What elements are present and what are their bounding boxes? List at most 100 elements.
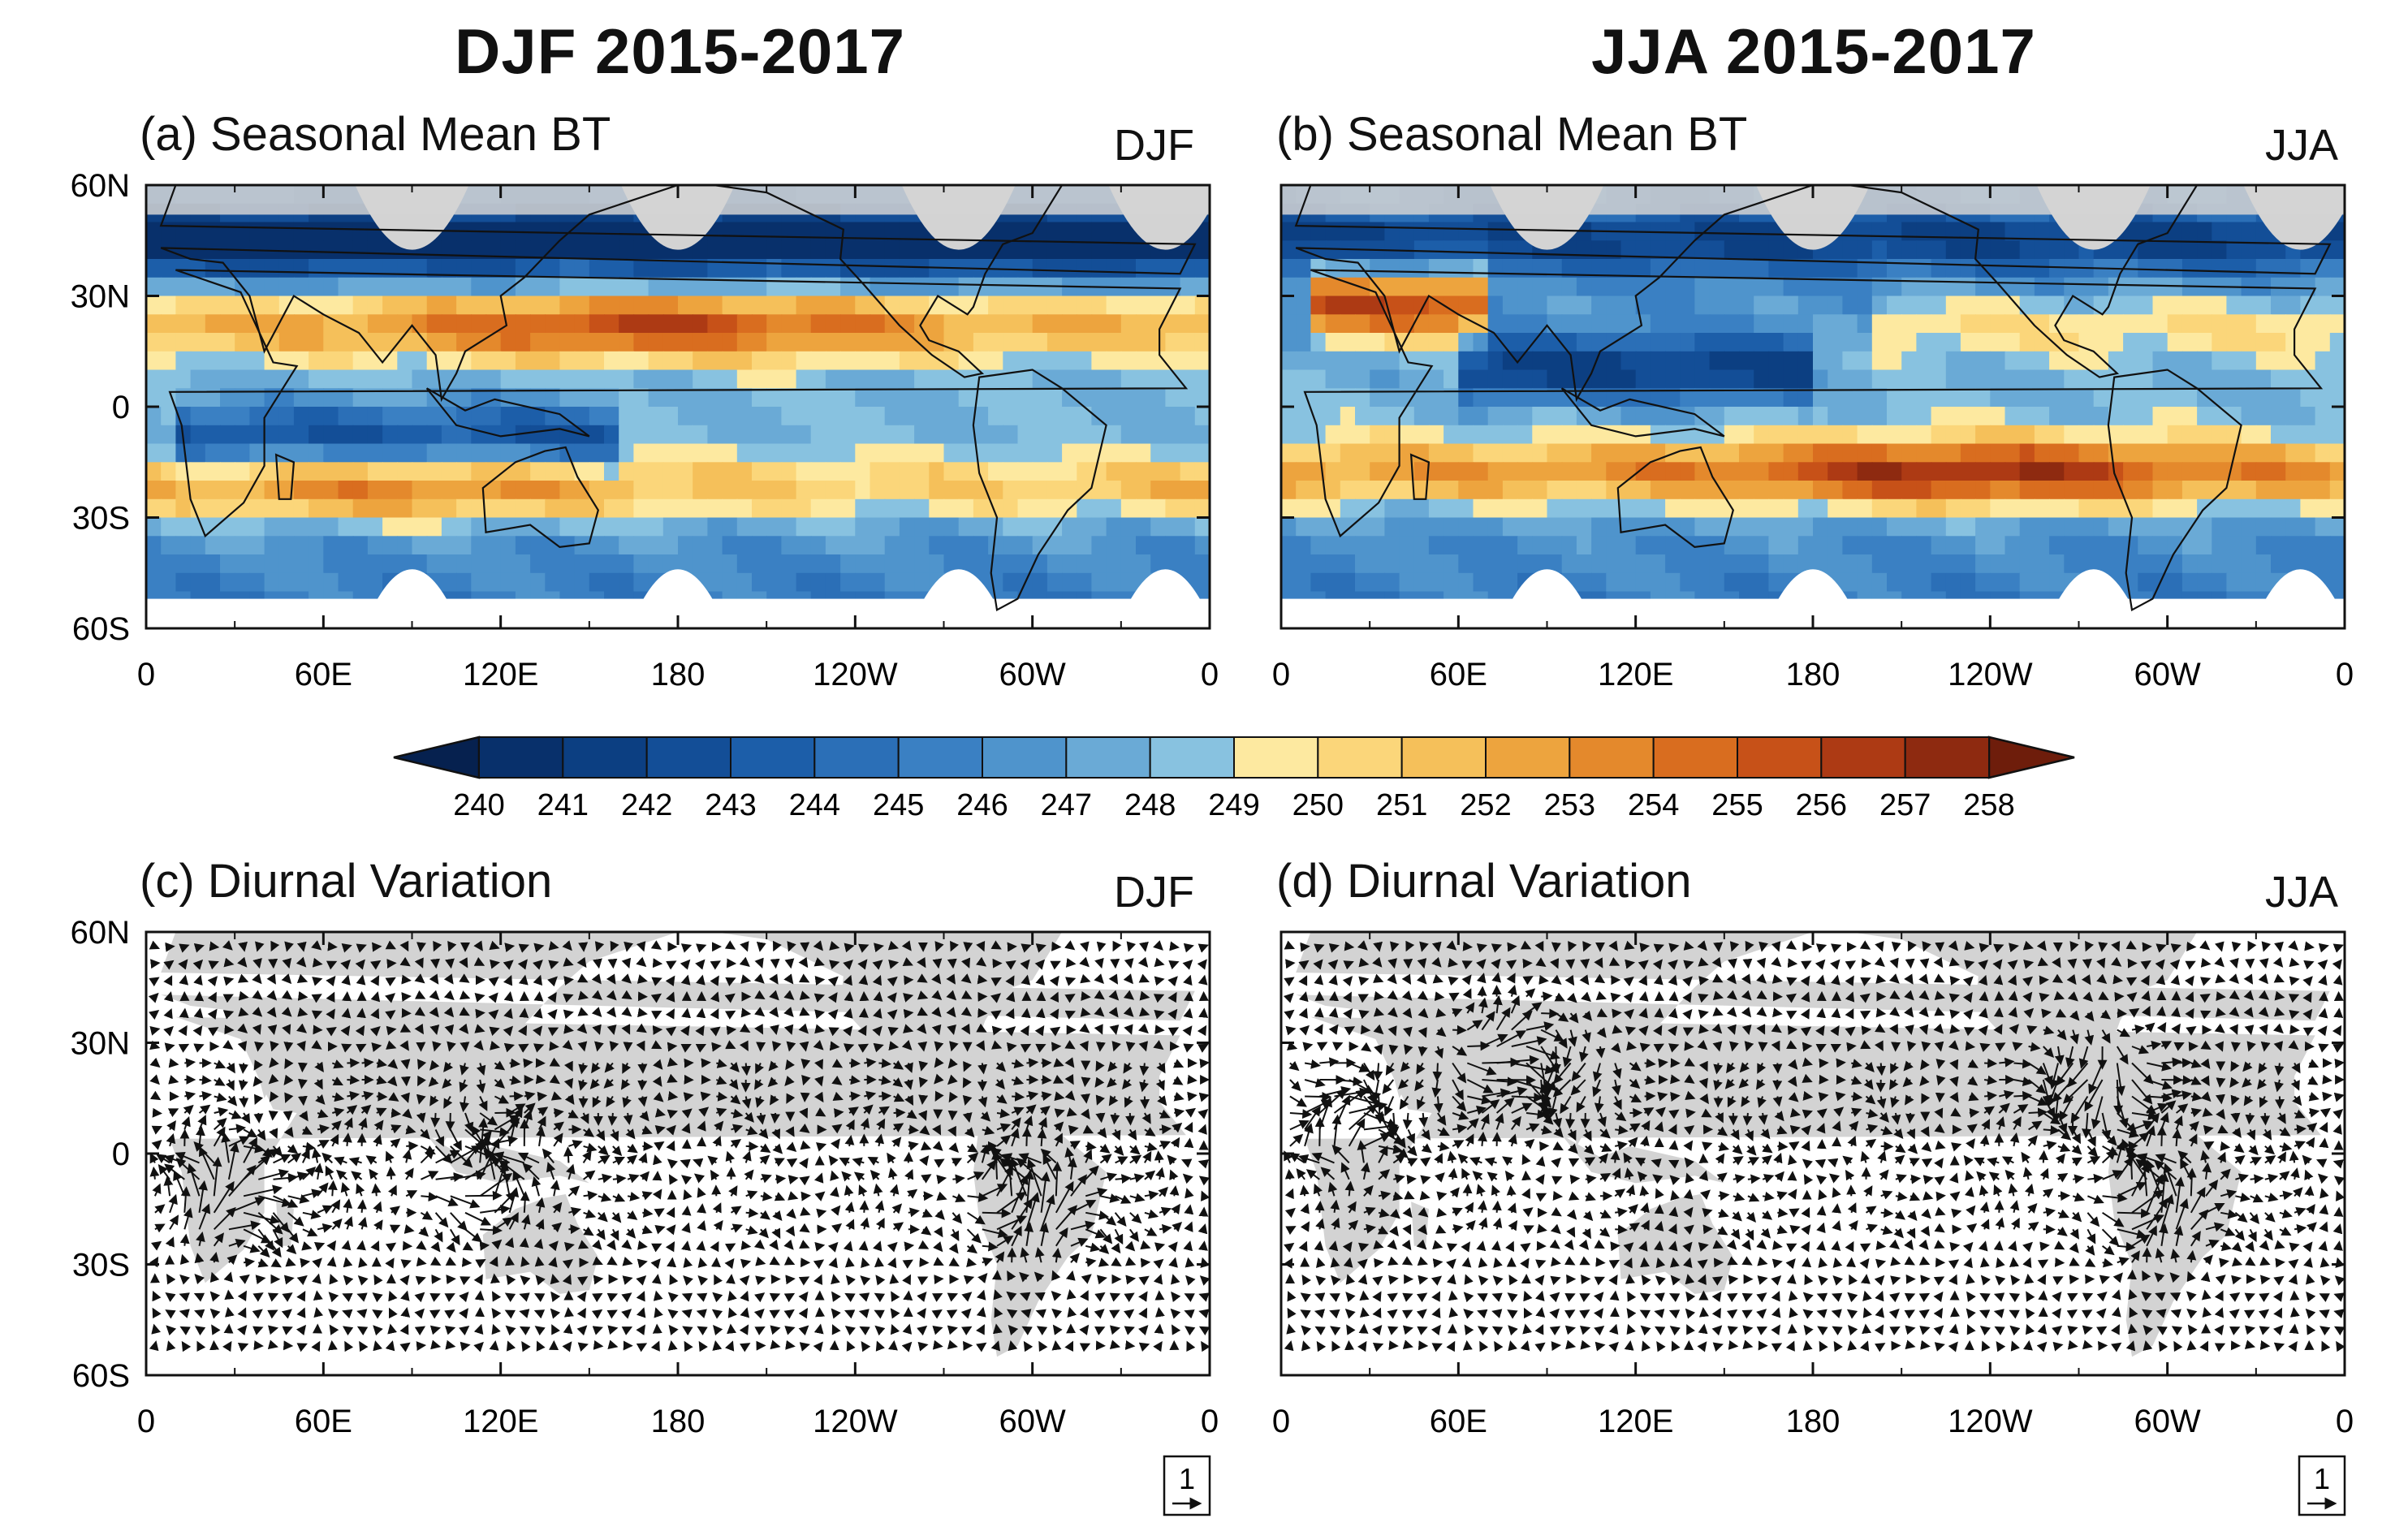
vector-arrow — [1668, 943, 1680, 953]
vector-arrow — [2245, 1112, 2255, 1125]
vector-arrow — [2274, 990, 2285, 1001]
vector-arrow — [961, 957, 971, 968]
vector-arrow — [207, 991, 217, 1003]
x-tick-label: 120E — [463, 657, 538, 692]
vector-arrow — [622, 1257, 633, 1266]
vector-arrow — [254, 1041, 265, 1052]
vector-arrow — [680, 1025, 690, 1037]
x-tick-label: 60W — [999, 1404, 1066, 1439]
vector-arrow — [680, 943, 693, 953]
vector-arrow — [356, 1199, 367, 1213]
colorbar-tick-label: 257 — [1879, 788, 1931, 822]
vector-arrow — [1860, 1274, 1871, 1284]
vector-arrow — [1094, 973, 1104, 985]
colorbar-swatch — [1904, 736, 1991, 779]
vector-arrow — [429, 1059, 440, 1071]
coastline-namerica — [1848, 185, 2199, 378]
vector-arrow — [768, 1060, 779, 1072]
vector-arrow — [1610, 992, 1621, 1003]
vector-arrow — [917, 1007, 928, 1016]
colorbar-swatch — [1737, 736, 1823, 779]
vector-arrow — [1831, 1007, 1841, 1019]
vector-arrow — [563, 1146, 573, 1163]
vector-arrow — [576, 956, 587, 968]
vector-arrow — [716, 1091, 728, 1102]
vector-arrow — [430, 1112, 441, 1128]
reference-vector-key: 1 — [2298, 1455, 2346, 1516]
vector-arrow — [1359, 1290, 1370, 1301]
vector-arrow — [1049, 975, 1059, 987]
vector-arrow — [1670, 1092, 1681, 1102]
vector-arrow — [1041, 1075, 1052, 1085]
vector-arrow — [1123, 990, 1135, 1000]
colorbar-tick-label: 255 — [1711, 788, 1763, 822]
vector-arrow — [311, 1040, 322, 1050]
vector-arrow — [1758, 941, 1769, 952]
vector-arrow — [479, 1240, 490, 1251]
vector-arrow — [680, 959, 691, 970]
vector-arrow — [1984, 1058, 1998, 1068]
vector-arrow — [1064, 977, 1077, 986]
vector-arrow — [563, 957, 574, 967]
x-tick-label: 60E — [1430, 1404, 1487, 1439]
vector-arrow — [934, 941, 944, 952]
vector-arrow — [2052, 1341, 2064, 1352]
colorbar-tick-label: 246 — [956, 788, 1008, 822]
vector-arrow — [562, 1039, 573, 1050]
vector-arrow — [1668, 1240, 1678, 1252]
vector-arrow — [340, 959, 351, 970]
vector-arrow — [740, 974, 752, 984]
vector-arrow — [1183, 974, 1193, 986]
vector-arrow — [710, 1026, 721, 1037]
vector-arrow — [1432, 1258, 1443, 1268]
vector-arrow — [1712, 1041, 1723, 1052]
vector-arrow — [1920, 1339, 1931, 1350]
vector-arrow — [1579, 1325, 1591, 1335]
vector-arrow — [534, 1256, 545, 1267]
vector-arrow — [786, 1041, 796, 1052]
vector-arrow — [1655, 1257, 1666, 1269]
vector-arrow — [827, 992, 838, 1003]
vector-arrow — [932, 958, 943, 969]
vector-arrow — [1979, 990, 1989, 1002]
vector-arrow — [667, 1257, 677, 1268]
vector-arrow — [2274, 1007, 2285, 1017]
vector-arrow — [844, 1257, 855, 1268]
x-tick-label: 60E — [295, 657, 352, 692]
vector-arrow — [1431, 941, 1442, 952]
vector-arrow — [1816, 1240, 1826, 1251]
vector-arrow — [667, 1340, 678, 1351]
vector-arrow — [799, 1041, 809, 1052]
vector-arrow — [208, 960, 219, 970]
vector-arrow — [783, 990, 795, 1000]
vector-arrow — [975, 956, 987, 967]
vector-arrow — [740, 1307, 749, 1318]
vector-arrow — [178, 959, 188, 970]
vector-arrow — [549, 1057, 561, 1067]
coastline-indonesia — [425, 387, 590, 438]
vector-arrow — [1167, 991, 1177, 1003]
vector-arrow — [710, 960, 722, 970]
vector-arrow — [237, 973, 249, 983]
vector-arrow — [1551, 1257, 1561, 1267]
vector-arrow — [724, 993, 736, 1003]
vector-arrow — [1644, 1091, 1656, 1102]
vector-arrow — [207, 1008, 218, 1020]
vector-arrow — [1905, 1325, 1916, 1335]
vector-arrow — [1615, 1224, 1628, 1235]
vector-arrow — [1314, 1007, 1324, 1018]
x-tick-label: 0 — [2336, 657, 2354, 692]
vector-arrow — [710, 975, 719, 986]
vector-arrow — [533, 974, 543, 986]
vector-arrow — [591, 990, 602, 1000]
vector-arrow — [710, 1008, 719, 1020]
vector-arrow — [576, 1023, 588, 1034]
vector-arrow — [917, 1341, 929, 1352]
vector-arrow — [284, 1058, 294, 1070]
vector-arrow — [2111, 1306, 2121, 1318]
vector-arrow — [695, 1025, 705, 1037]
vector-arrow — [1035, 1043, 1046, 1053]
vector-arrow — [577, 1007, 589, 1016]
vector-arrow — [1034, 1025, 1045, 1037]
vector-arrow — [1137, 956, 1149, 968]
